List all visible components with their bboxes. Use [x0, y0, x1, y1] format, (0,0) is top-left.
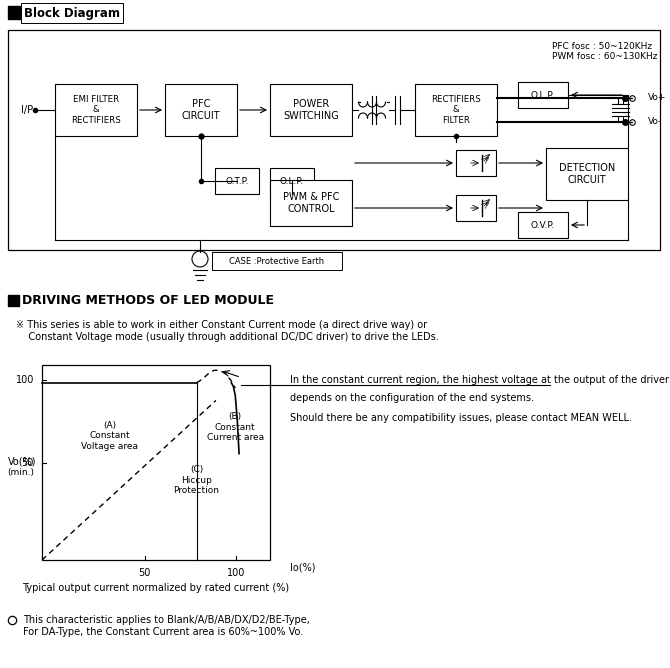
Text: EMI FILTER
&
RECTIFIERS: EMI FILTER & RECTIFIERS: [71, 95, 121, 125]
Text: POWER
SWITCHING: POWER SWITCHING: [283, 100, 339, 121]
Text: 100: 100: [226, 568, 245, 578]
Text: RECTIFIERS
&
FILTER: RECTIFIERS & FILTER: [431, 95, 481, 125]
Text: O.T.P.: O.T.P.: [225, 176, 249, 186]
Text: (B)
Constant
Current area: (B) Constant Current area: [206, 412, 264, 442]
Bar: [270, 168, 314, 194]
Bar: [8, 295, 19, 306]
Bar: [456, 195, 496, 221]
Bar: [456, 150, 496, 176]
Bar: [546, 148, 628, 200]
Bar: [42, 365, 270, 560]
Text: In the constant current region, the highest voltage at the output of the driver: In the constant current region, the high…: [290, 375, 669, 385]
Bar: [212, 252, 342, 270]
Bar: [8, 30, 660, 250]
Text: Vo-: Vo-: [648, 118, 662, 126]
Bar: [415, 84, 497, 136]
Text: Block Diagram: Block Diagram: [24, 7, 120, 19]
Text: O.V.P.: O.V.P.: [531, 220, 555, 230]
Text: (A)
Constant
Voltage area: (A) Constant Voltage area: [81, 421, 138, 451]
Text: Vo(%): Vo(%): [8, 457, 36, 467]
Bar: [8, 6, 21, 19]
Text: I/P: I/P: [21, 105, 33, 115]
Text: Typical output current normalized by rated current (%): Typical output current normalized by rat…: [22, 583, 289, 593]
Bar: [165, 84, 237, 136]
Text: ※ This series is able to work in either Constant Current mode (a direct drive wa: ※ This series is able to work in either …: [16, 320, 439, 341]
Text: (C)
Hiccup
Protection: (C) Hiccup Protection: [174, 466, 220, 495]
Bar: [518, 212, 568, 238]
Text: DETECTION
CIRCUIT: DETECTION CIRCUIT: [559, 163, 615, 185]
Text: Vo+: Vo+: [648, 94, 667, 102]
Bar: [270, 84, 352, 136]
Text: Should there be any compatibility issues, please contact MEAN WELL.: Should there be any compatibility issues…: [290, 413, 632, 423]
Bar: [215, 168, 259, 194]
Text: PFC
CIRCUIT: PFC CIRCUIT: [182, 100, 220, 121]
Text: 50: 50: [21, 458, 34, 468]
Text: Io(%): Io(%): [290, 563, 316, 573]
Bar: [518, 82, 568, 108]
Bar: [55, 84, 137, 136]
Text: O.L.P.: O.L.P.: [531, 90, 555, 100]
Text: PWM & PFC
CONTROL: PWM & PFC CONTROL: [283, 192, 339, 214]
Text: This characteristic applies to Blank/A/B/AB/DX/D2/BE-Type,
For DA-Type, the Cons: This characteristic applies to Blank/A/B…: [23, 615, 310, 637]
Text: CASE :Protective Earth: CASE :Protective Earth: [229, 257, 324, 265]
Text: (min.): (min.): [7, 468, 34, 477]
Bar: [270, 180, 352, 226]
Text: 50: 50: [139, 568, 151, 578]
Text: O.L.P.: O.L.P.: [280, 176, 304, 186]
Text: PFC fosc : 50~120KHz
PWM fosc : 60~130KHz: PFC fosc : 50~120KHz PWM fosc : 60~130KH…: [553, 42, 658, 61]
Text: 100: 100: [15, 375, 34, 385]
Text: DRIVING METHODS OF LED MODULE: DRIVING METHODS OF LED MODULE: [22, 294, 274, 307]
Text: depends on the configuration of the end systems.: depends on the configuration of the end …: [290, 393, 534, 403]
